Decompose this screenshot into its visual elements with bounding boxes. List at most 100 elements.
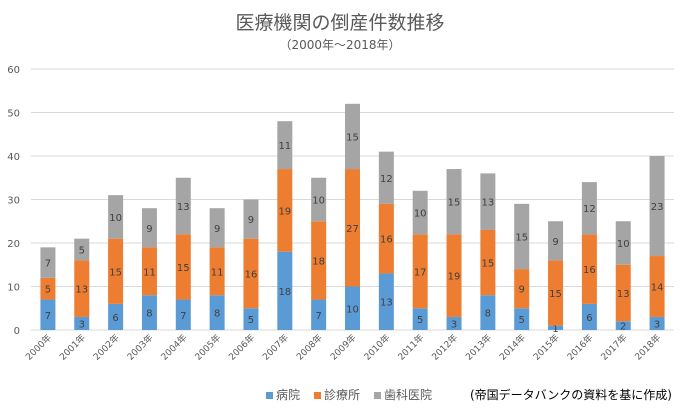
data-label: 3 [654,319,660,330]
data-label: 8 [485,309,491,320]
legend-item-clinic: 診療所 [314,386,360,403]
x-tick-label: 2008年 [294,332,325,363]
bar-segment [615,264,631,322]
x-tick-label: 2018年 [632,332,663,363]
bar-segment [40,299,56,330]
data-label: 13 [177,202,190,213]
data-label: 13 [380,298,393,309]
bar-segment [311,221,327,300]
bar-segment [108,195,124,239]
bar-segment [243,238,259,309]
y-tick-label: 60 [7,65,20,76]
x-tick-label: 2001年 [57,332,88,363]
data-label: 6 [586,313,592,324]
data-label: 8 [214,309,220,320]
y-tick-label: 0 [14,326,20,337]
data-label: 7 [180,311,186,322]
bar-segment [277,251,293,330]
bar-segment [446,316,462,330]
bar-segment [480,229,496,296]
legend-item-dental: 歯科医院 [374,386,432,403]
data-label: 10 [414,209,427,220]
bar-segment [378,203,394,274]
x-tick-label: 2016年 [564,332,595,363]
bar-segment [480,173,496,230]
y-tick-label: 50 [7,109,20,120]
bar-segment [446,169,462,235]
data-label: 10 [617,239,630,250]
data-label: 15 [177,263,190,274]
bar-segment [581,234,597,304]
data-label: 11 [211,267,224,278]
bar-segment [74,238,90,261]
bar-segment [378,151,394,204]
bar-segment [209,295,225,330]
bar-segment [548,260,564,326]
x-tick-label: 2000年 [23,332,54,363]
data-label: 16 [245,269,258,280]
data-label: 3 [79,319,85,330]
bar-segment [480,295,496,330]
data-label: 11 [278,141,291,152]
chart-subtitle: （2000年～2018年） [279,38,401,52]
x-tick-label: 2004年 [158,332,189,363]
data-label: 19 [448,272,461,283]
legend-swatch [266,392,273,399]
data-label: 18 [278,287,291,298]
y-tick-label: 10 [7,283,20,294]
data-label: 15 [109,267,122,278]
data-label: 5 [417,315,423,326]
legend-swatch [314,392,322,399]
data-label: 7 [45,311,51,322]
bar-segment [446,234,462,317]
legend-label: 診療所 [324,388,361,402]
data-label: 16 [380,235,393,246]
data-label: 8 [146,309,152,320]
data-label: 9 [146,224,152,235]
bar-segment [581,303,597,330]
bar-segment [345,103,360,170]
bar-segment [581,182,597,235]
bar-segment [141,295,157,330]
bar-segment [74,316,90,330]
data-label: 16 [583,265,596,276]
data-label: 15 [482,259,495,270]
legend-label: 病院 [276,388,301,402]
data-label: 9 [552,237,558,248]
data-label: 14 [651,283,664,294]
bar-segment [412,308,428,330]
data-label: 5 [519,315,525,326]
legend-label: 歯科医院 [384,388,433,402]
bar-segment [40,277,56,300]
bar-segment [345,169,360,287]
data-label: 10 [346,304,359,315]
bar-segment [209,247,225,296]
data-label: 9 [248,215,254,226]
x-tick-label: 2002年 [91,332,122,363]
bar-segment [649,316,665,330]
data-label: 15 [346,132,359,143]
legend: 病院 診療所 歯科医院 [266,386,432,403]
data-label: 3 [451,319,457,330]
bar-segment [108,303,124,330]
bar-segment [209,208,225,248]
x-tick-label: 2015年 [531,332,562,363]
y-tick-label: 30 [7,196,20,207]
x-tick-label: 2007年 [260,332,291,363]
bar-segment [175,234,191,300]
data-label: 10 [312,196,325,207]
legend-item-hospital: 病院 [266,386,300,403]
data-label: 15 [448,198,461,209]
bar-segment [141,247,157,296]
data-label: 12 [380,174,393,185]
data-label: 2 [620,322,626,333]
data-label: 7 [45,259,51,270]
data-label: 27 [346,224,359,235]
bar-segment [175,299,191,330]
bar-segment [311,177,327,222]
x-tick-label: 2009年 [328,332,359,363]
data-label: 13 [75,285,88,296]
x-tick-label: 2003年 [125,332,156,363]
data-label: 5 [248,315,254,326]
bar-segment [108,238,124,304]
